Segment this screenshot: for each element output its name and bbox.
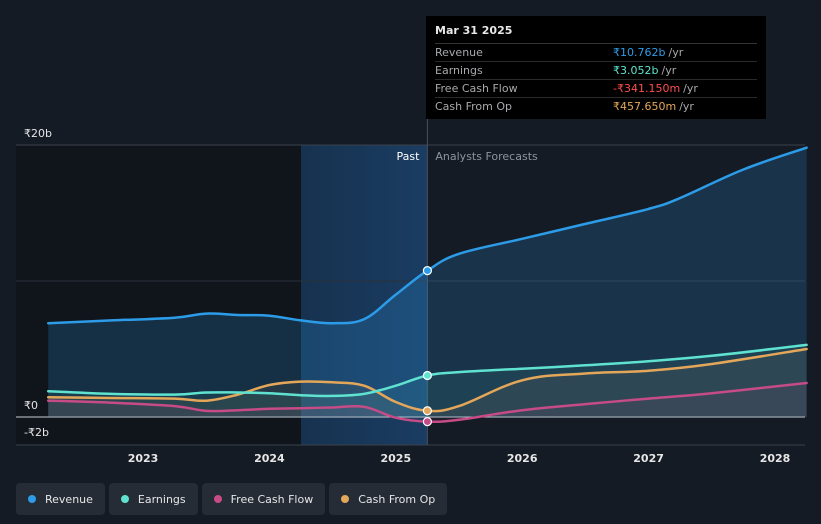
series-line-earnings [46,343,808,398]
series-line-free_cash_flow [46,381,808,424]
area-cash_from_op [48,349,807,417]
x-tick-label: 2025 [380,452,411,465]
tooltip-row-revenue: Revenue ₹10.762b /yr [435,44,757,62]
tooltip-value: ₹457.650m [613,100,677,113]
tooltip-value: ₹3.052b [613,64,659,77]
y-tick-label: ₹20b [24,127,52,140]
area-free_cash_flow [48,383,807,422]
x-tick-label: 2024 [254,452,285,465]
chart-markers-layer [422,266,432,427]
series-line-revenue [46,146,808,325]
chart-labels-layer: ₹20b ₹0 -₹2b 2023 2024 2025 2026 2027 2028 Past An… [24,127,790,465]
y-tick-label: ₹0 [24,399,38,412]
legend-dot-icon [341,495,350,503]
tooltip-label: Free Cash Flow [435,82,518,95]
legend-label: Revenue [45,492,93,506]
y-tick-label: -₹2b [24,426,49,439]
x-tick-label: 2028 [760,452,791,465]
x-tick-label: 2026 [507,452,538,465]
legend-item-earnings[interactable]: Earnings [108,483,198,515]
tooltip-value: ₹10.762b [613,46,666,59]
forecast-label: Analysts Forecasts [435,150,538,163]
tooltip-row-free-cash-flow: Free Cash Flow -₹341.150m /yr [435,80,757,98]
tooltip-label: Cash From Op [435,100,513,113]
tooltip-label: Earnings [435,64,483,77]
legend-dot-icon [120,495,129,503]
area-revenue [48,147,807,417]
marker-revenue [422,266,432,276]
tooltip: Mar 31 2025 Revenue ₹10.762b /yr Earning… [426,16,766,119]
legend-label: Free Cash Flow [230,492,314,506]
chart-area-fill-layer [48,147,807,422]
legend-item-revenue[interactable]: Revenue [16,483,105,515]
past-label: Past [396,150,420,163]
tooltip-value: -₹341.150m [613,82,681,95]
tooltip-date: Mar 31 2025 [435,24,757,44]
legend-label: Earnings [137,492,186,506]
x-tick-label: 2027 [633,452,664,465]
chart-lines-layer [46,146,808,424]
legend-item-free-cash-flow[interactable]: Free Cash Flow [201,483,326,515]
legend: Revenue Earnings Free Cash Flow Cash Fro… [16,483,448,515]
chart-background-layer [16,145,428,445]
marker-free_cash_flow [422,417,432,427]
tooltip-row-cash-from-op: Cash From Op ₹457.650m /yr [435,98,757,115]
tooltip-unit: /yr [661,64,677,77]
tooltip-label: Revenue [435,46,483,59]
legend-dot-icon [28,495,36,503]
x-tick-label: 2023 [128,452,159,465]
area-earnings [48,344,807,417]
series-line-cash_from_op [46,347,808,413]
tooltip-unit: /yr [668,46,684,59]
tooltip-row-earnings: Earnings ₹3.052b /yr [435,62,757,80]
legend-label: Cash From Op [358,492,436,506]
tooltip-unit: /yr [683,82,698,95]
marker-earnings [422,370,432,381]
tooltip-unit: /yr [679,100,694,113]
legend-item-cash-from-op[interactable]: Cash From Op [329,483,448,515]
legend-dot-icon [213,495,222,503]
marker-cash_from_op [422,406,432,416]
